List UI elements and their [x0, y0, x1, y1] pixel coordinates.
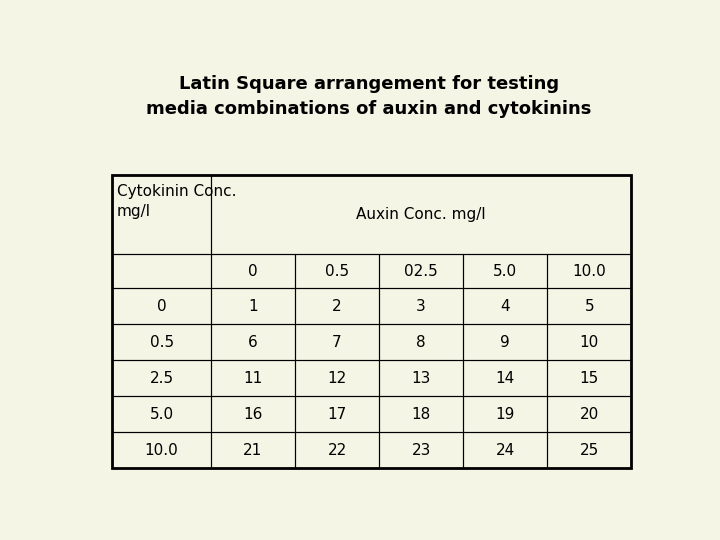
Bar [379, 432, 463, 468]
Text: 4: 4 [500, 299, 510, 314]
Text: 21: 21 [243, 443, 263, 457]
Bar [211, 432, 295, 468]
Text: 0.5: 0.5 [325, 264, 349, 279]
Bar [379, 288, 463, 324]
Bar [379, 254, 463, 288]
Text: 5.0: 5.0 [150, 407, 174, 422]
Bar [379, 396, 463, 432]
Bar [463, 432, 547, 468]
Bar [295, 396, 379, 432]
Text: 13: 13 [411, 370, 431, 386]
Text: 16: 16 [243, 407, 263, 422]
Text: 12: 12 [328, 370, 346, 386]
Text: 22: 22 [328, 443, 346, 457]
Bar [295, 324, 379, 360]
Text: 1: 1 [248, 299, 258, 314]
Text: 0: 0 [157, 299, 166, 314]
Text: Cytokinin Conc.
mg/l: Cytokinin Conc. mg/l [117, 184, 236, 219]
Bar [547, 432, 631, 468]
Text: 0: 0 [248, 264, 258, 279]
Text: 24: 24 [495, 443, 515, 457]
Bar [211, 324, 295, 360]
Bar [295, 432, 379, 468]
Bar [112, 175, 631, 468]
Bar [463, 324, 547, 360]
Bar [547, 324, 631, 360]
Bar [547, 396, 631, 432]
Text: Latin Square arrangement for testing
media combinations of auxin and cytokinins: Latin Square arrangement for testing med… [146, 75, 592, 118]
Bar [379, 360, 463, 396]
Bar [112, 324, 211, 360]
Text: 14: 14 [495, 370, 515, 386]
Bar [211, 396, 295, 432]
Bar [295, 360, 379, 396]
Text: 23: 23 [411, 443, 431, 457]
Text: 11: 11 [243, 370, 263, 386]
Text: 5: 5 [585, 299, 594, 314]
Bar [112, 254, 211, 288]
Bar [463, 254, 547, 288]
Bar [463, 360, 547, 396]
Bar [211, 175, 631, 254]
Bar [211, 288, 295, 324]
Text: 2: 2 [332, 299, 342, 314]
Bar [112, 288, 211, 324]
Text: 10.0: 10.0 [572, 264, 606, 279]
Text: 17: 17 [328, 407, 346, 422]
Text: 2.5: 2.5 [150, 370, 174, 386]
Text: 9: 9 [500, 335, 510, 349]
Text: 18: 18 [411, 407, 431, 422]
Bar [295, 288, 379, 324]
Bar [211, 254, 295, 288]
Text: 02.5: 02.5 [404, 264, 438, 279]
Text: 6: 6 [248, 335, 258, 349]
Bar [379, 324, 463, 360]
Text: 8: 8 [416, 335, 426, 349]
Bar [463, 396, 547, 432]
Text: 25: 25 [580, 443, 599, 457]
Text: Auxin Conc. mg/l: Auxin Conc. mg/l [356, 207, 486, 222]
Bar [547, 360, 631, 396]
Bar [547, 288, 631, 324]
Bar [463, 288, 547, 324]
Text: 15: 15 [580, 370, 599, 386]
Text: 19: 19 [495, 407, 515, 422]
Text: 3: 3 [416, 299, 426, 314]
Bar [112, 360, 211, 396]
Text: 7: 7 [332, 335, 342, 349]
Bar [547, 254, 631, 288]
Bar [112, 396, 211, 432]
Text: 0.5: 0.5 [150, 335, 174, 349]
Bar [112, 432, 211, 468]
Bar [295, 254, 379, 288]
Text: 20: 20 [580, 407, 599, 422]
Text: 10.0: 10.0 [145, 443, 179, 457]
Bar [211, 360, 295, 396]
Bar [112, 175, 211, 254]
Text: 5.0: 5.0 [493, 264, 517, 279]
Text: 10: 10 [580, 335, 599, 349]
